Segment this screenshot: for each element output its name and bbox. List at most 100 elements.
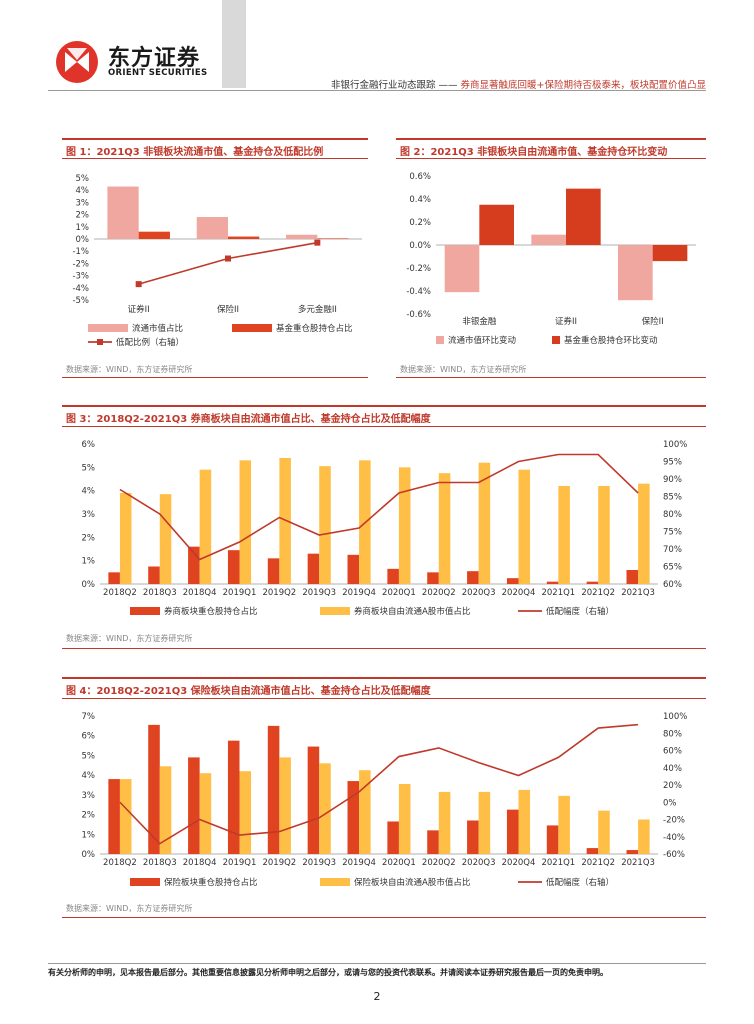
- fig3-bottom-rule: [62, 648, 706, 649]
- legend-swatch: [320, 878, 350, 886]
- bar: [398, 784, 411, 854]
- x-category-label: 多元金融II: [298, 304, 337, 315]
- bar: [398, 467, 411, 584]
- bar: [239, 460, 252, 584]
- bar: [438, 791, 451, 854]
- y-tick-label: -3%: [72, 272, 89, 282]
- y2-tick-label: 80%: [663, 729, 682, 739]
- y-tick-label: 5%: [82, 463, 96, 473]
- bar: [478, 791, 491, 854]
- x-category-label: 2019Q2: [262, 858, 296, 868]
- y-tick-label: 0%: [76, 235, 90, 245]
- fig1-source: 数据来源：WIND，东方证券研究所: [66, 365, 193, 374]
- bar: [119, 493, 132, 584]
- bar: [319, 763, 331, 854]
- y-tick-label: 1%: [82, 830, 96, 840]
- bar: [279, 458, 291, 584]
- fig2-bottom-rule: [396, 377, 706, 378]
- x-category-label: 2020Q1: [382, 858, 416, 868]
- x-category-label: 2018Q3: [143, 588, 177, 598]
- x-category-label: 2020Q4: [502, 588, 536, 598]
- y-tick-label: 3%: [76, 198, 90, 208]
- y-tick-label: -4%: [72, 284, 89, 294]
- y-tick-label: 6%: [82, 732, 96, 742]
- x-category-label: 2018Q3: [143, 858, 177, 868]
- bar: [479, 204, 514, 245]
- series-line: [119, 723, 639, 845]
- orient-logo-icon: [56, 41, 98, 83]
- y2-tick-label: 70%: [663, 545, 682, 555]
- fig4-title-rule: [62, 698, 706, 699]
- y-tick-label: -0.2%: [406, 264, 431, 274]
- legend-label: 低配幅度（右轴）: [546, 606, 614, 617]
- bar: [159, 766, 172, 854]
- bar: [506, 578, 519, 584]
- legend-marker: [97, 339, 103, 345]
- y-tick-label: 7%: [82, 712, 96, 722]
- y2-tick-label: -60%: [663, 850, 685, 860]
- bar: [546, 581, 559, 584]
- bar: [427, 830, 439, 854]
- x-category-label: 2018Q4: [183, 858, 217, 868]
- bar: [598, 810, 610, 854]
- bar: [188, 757, 200, 854]
- fig3-top-rule: [62, 405, 706, 407]
- line-marker: [135, 281, 142, 288]
- x-category-label: 2021Q3: [621, 858, 655, 868]
- legend-swatch: [552, 336, 560, 344]
- bar: [558, 486, 570, 584]
- x-category-label: 2021Q2: [581, 858, 615, 868]
- x-category-label: 2020Q1: [382, 588, 416, 598]
- legend-label: 券商板块自由流通A股市值占比: [354, 606, 470, 617]
- y2-tick-label: 60%: [663, 747, 682, 757]
- fig2-title: 图 2：2021Q3 非银板块自由流通市值、基金持仓环比变动: [400, 147, 668, 158]
- fig1-title-rule: [62, 158, 368, 159]
- bar: [108, 779, 120, 854]
- y-tick-label: 5%: [76, 174, 90, 184]
- bar: [228, 236, 260, 239]
- y-tick-label: 0.2%: [409, 218, 431, 228]
- y-tick-label: 0.6%: [409, 172, 431, 182]
- bar: [427, 572, 439, 584]
- bar: [138, 231, 170, 239]
- fig3-title: 图 3：2018Q2-2021Q3 券商板块自由流通市值占比、基金持仓占比及低配…: [66, 414, 431, 425]
- y2-tick-label: 0%: [663, 798, 677, 808]
- bar: [199, 773, 212, 854]
- header-divider: [48, 90, 706, 91]
- x-category-label: 2019Q3: [302, 858, 336, 868]
- legend-swatch: [130, 607, 160, 615]
- bar: [652, 245, 688, 262]
- y-tick-label: 1%: [82, 557, 96, 567]
- x-category-label: 2021Q1: [541, 858, 575, 868]
- y-tick-label: 4%: [76, 186, 90, 196]
- legend-label: 流通市值占比: [132, 323, 183, 334]
- bar: [518, 469, 531, 584]
- y-tick-label: 3%: [82, 510, 96, 520]
- y2-tick-label: 90%: [663, 475, 682, 485]
- y-tick-label: 0%: [82, 850, 96, 860]
- y2-tick-label: -20%: [663, 816, 685, 826]
- legend-label: 券商板块重仓股持仓占比: [164, 606, 258, 617]
- fig1-title: 图 1：2021Q3 非银板块流通市值、基金持仓及低配比例: [66, 147, 324, 158]
- x-category-label: 2021Q2: [581, 588, 615, 598]
- y-tick-label: 0.0%: [409, 241, 431, 251]
- legend-label: 基金重仓股持仓占比: [276, 323, 353, 334]
- fig2-top-rule: [396, 138, 706, 140]
- bar: [438, 473, 451, 584]
- fig2-title-rule: [396, 158, 706, 159]
- fig3-chart: 0% 1% 2% 3% 4% 5% 6% 60% 65% 70% 75% 80% 85% 90% 95% 10…: [82, 440, 688, 617]
- bar: [638, 819, 650, 854]
- x-category-label: 2018Q2: [103, 588, 137, 598]
- bar: [638, 483, 650, 584]
- fig3-title-rule: [62, 426, 706, 427]
- x-category-label: 2019Q4: [342, 858, 376, 868]
- x-category-label: 2020Q3: [462, 858, 496, 868]
- x-category-label: 保险II: [217, 304, 239, 315]
- fig4-title: 图 4：2018Q2-2021Q3 保险板块自由流通市值占比、基金持仓占比及低配…: [66, 686, 431, 697]
- x-category-label: 非银金融: [462, 316, 497, 327]
- bar: [444, 245, 480, 293]
- line-marker: [225, 255, 231, 262]
- bar: [267, 725, 280, 854]
- bar: [317, 238, 349, 239]
- x-category-label: 2020Q2: [422, 588, 456, 598]
